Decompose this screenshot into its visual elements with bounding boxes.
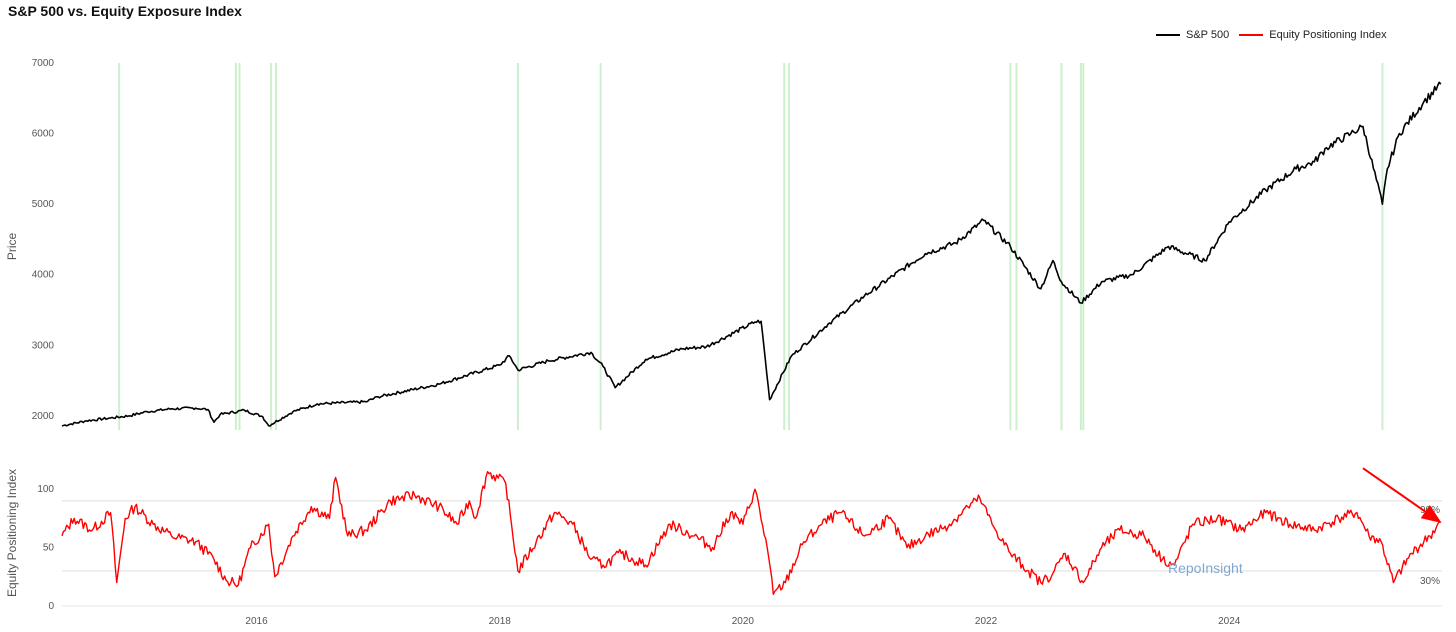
- x-tick-label-3: 2022: [975, 616, 998, 627]
- chart-title: S&P 500 vs. Equity Exposure Index: [8, 3, 242, 19]
- x-tick-label-2: 2020: [732, 616, 755, 627]
- x-tick-label-1: 2018: [489, 616, 512, 627]
- price-tick-label-5: 2000: [32, 411, 55, 422]
- reference-line-label-1: 30%: [1420, 576, 1440, 587]
- x-tick-label-0: 2016: [245, 616, 268, 627]
- price-axis-title: Price: [5, 233, 19, 261]
- epi-tick-label-0: 100: [37, 484, 54, 495]
- price-tick-label-3: 4000: [32, 270, 55, 281]
- epi-line: [61, 471, 1441, 595]
- watermark-text: RepoInsight: [1168, 560, 1243, 576]
- x-tick-label-4: 2024: [1218, 616, 1241, 627]
- annotation-arrow: [1362, 467, 1442, 524]
- epi-tick-label-2: 0: [48, 601, 54, 612]
- price-tick-label-0: 7000: [32, 58, 55, 69]
- price-tick-label-1: 6000: [32, 129, 55, 140]
- legend-entry-sp500: S&P 500: [1156, 29, 1229, 41]
- epi-axis-title: Equity Positioning Index: [5, 469, 19, 597]
- legend-swatch-epi: [1239, 34, 1264, 36]
- price-tick-label-2: 5000: [32, 199, 55, 210]
- legend-label-sp500: S&P 500: [1186, 29, 1230, 41]
- chart-legend: S&P 500 Equity Positioning Index: [1156, 29, 1397, 41]
- price-tick-label-4: 3000: [32, 340, 55, 351]
- legend-label-epi: Equity Positioning Index: [1269, 29, 1387, 41]
- sp500-line: [61, 81, 1442, 427]
- epi-tick-label-1: 50: [43, 543, 55, 554]
- legend-swatch-sp500: [1156, 34, 1180, 36]
- legend-entry-epi: Equity Positioning Index: [1239, 29, 1387, 41]
